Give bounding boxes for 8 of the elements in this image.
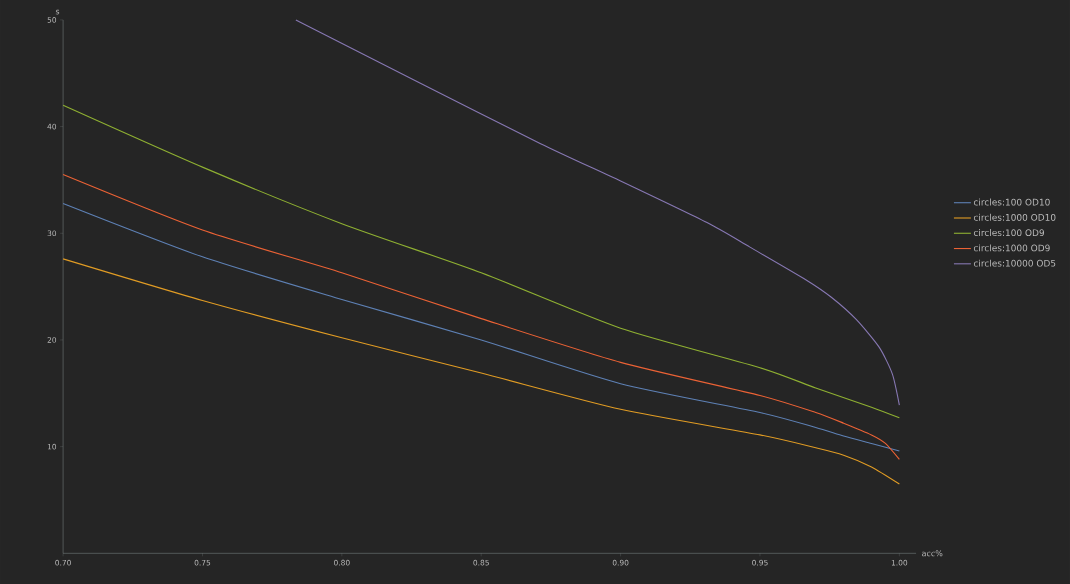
line-series (62, 104, 900, 419)
line-series (62, 258, 900, 485)
legend-label: circles:1000 OD10 (973, 213, 1056, 221)
legend-label: circles:1000 OD9 (973, 244, 1050, 252)
legend-label: circles:100 OD9 (973, 228, 1045, 236)
line-series (295, 19, 900, 406)
legend-label: circles:10000 OD5 (973, 259, 1056, 267)
legend-label: circles:100 OD10 (973, 198, 1050, 206)
